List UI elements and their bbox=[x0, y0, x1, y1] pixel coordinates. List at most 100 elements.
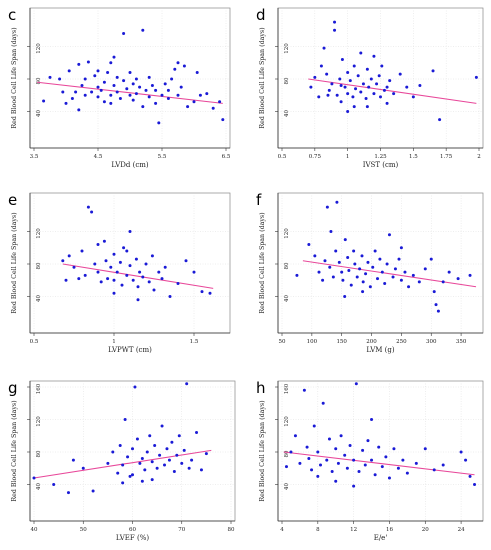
data-point bbox=[355, 275, 359, 279]
data-point bbox=[327, 437, 331, 441]
data-point bbox=[123, 418, 127, 421]
y-axis-title: Red Blood Cell Life Span (days) bbox=[11, 212, 18, 313]
x-tick-label: 80 bbox=[228, 527, 235, 533]
data-point bbox=[150, 84, 154, 87]
data-point bbox=[128, 93, 132, 97]
x-tick-label: 60 bbox=[129, 527, 136, 533]
data-point bbox=[155, 466, 159, 470]
data-point bbox=[182, 448, 186, 452]
data-point bbox=[343, 85, 347, 89]
data-point bbox=[284, 465, 288, 469]
data-point bbox=[349, 283, 353, 287]
data-point bbox=[352, 458, 356, 462]
data-point bbox=[72, 265, 76, 269]
data-point bbox=[172, 470, 176, 473]
data-point bbox=[359, 51, 363, 55]
data-point bbox=[387, 233, 391, 237]
data-point bbox=[334, 447, 338, 451]
data-point bbox=[414, 461, 418, 465]
data-point bbox=[333, 28, 337, 32]
y-axis-title: Red Blood Cell Life Span (days) bbox=[259, 212, 266, 313]
trend-line bbox=[37, 81, 223, 104]
trend-line bbox=[283, 451, 475, 476]
data-point bbox=[128, 230, 132, 233]
x-axis-title: LVPWT (cm) bbox=[108, 346, 152, 354]
y-tick-label: 160 bbox=[36, 383, 42, 394]
data-point bbox=[115, 75, 119, 79]
data-point bbox=[111, 450, 115, 454]
y-tick-label: 120 bbox=[36, 416, 42, 427]
data-point bbox=[163, 265, 167, 269]
data-point bbox=[61, 259, 65, 263]
data-point bbox=[354, 87, 358, 91]
x-tick-label: 20 bbox=[422, 527, 429, 533]
data-point bbox=[141, 28, 145, 32]
data-point bbox=[293, 434, 297, 438]
data-point bbox=[179, 85, 183, 89]
data-point bbox=[327, 88, 331, 92]
data-point bbox=[58, 77, 62, 81]
data-point bbox=[343, 238, 347, 242]
data-point bbox=[473, 483, 477, 486]
x-tick-label: 200 bbox=[366, 339, 377, 345]
data-point bbox=[93, 262, 97, 266]
panel-h: 4 8 12 16 20 24 40 80 120 160 h Red Blood Cell Life… bbox=[256, 379, 484, 542]
data-point bbox=[375, 82, 379, 86]
data-point bbox=[99, 280, 103, 284]
data-point bbox=[104, 259, 108, 263]
x-tick-label: 1.25 bbox=[374, 154, 387, 160]
data-point bbox=[77, 277, 81, 281]
data-point bbox=[369, 77, 373, 81]
data-point bbox=[346, 71, 350, 74]
data-point bbox=[366, 439, 370, 443]
data-point bbox=[163, 463, 167, 467]
data-point bbox=[429, 257, 433, 261]
data-point bbox=[307, 457, 311, 460]
data-point bbox=[170, 77, 174, 81]
data-point bbox=[112, 84, 116, 87]
data-point bbox=[93, 74, 97, 78]
data-point bbox=[192, 270, 196, 274]
data-point bbox=[391, 275, 395, 279]
data-point bbox=[177, 434, 181, 438]
plot-frame bbox=[29, 192, 231, 334]
data-point bbox=[83, 77, 87, 81]
x-axis-title: LVDd (cm) bbox=[111, 161, 148, 169]
x-tick-label: 3.5 bbox=[30, 154, 39, 160]
data-point bbox=[128, 264, 132, 268]
data-point bbox=[319, 463, 323, 467]
x-tick-label: 250 bbox=[396, 339, 407, 345]
data-point bbox=[134, 77, 138, 81]
trend-line bbox=[302, 260, 477, 288]
data-point bbox=[125, 87, 129, 91]
data-point bbox=[143, 468, 147, 472]
x-tick-label: 0.5 bbox=[278, 154, 287, 160]
x-tick-label: 0.5 bbox=[30, 339, 39, 345]
panel-letter: c bbox=[8, 6, 16, 24]
data-point bbox=[160, 277, 164, 281]
data-point bbox=[195, 71, 199, 74]
data-point bbox=[211, 106, 215, 110]
data-point bbox=[138, 270, 142, 274]
data-point bbox=[313, 75, 317, 79]
data-point bbox=[371, 265, 375, 269]
data-point bbox=[376, 277, 380, 281]
x-tick-label: 4 bbox=[280, 527, 284, 533]
data-point bbox=[411, 95, 415, 99]
data-point bbox=[325, 458, 329, 462]
data-point bbox=[326, 93, 330, 97]
data-point bbox=[140, 457, 144, 460]
data-point bbox=[334, 249, 338, 253]
x-tick-label: 2 bbox=[477, 154, 481, 160]
data-point bbox=[352, 249, 356, 253]
y-tick-label: 120 bbox=[284, 416, 290, 427]
data-point bbox=[345, 466, 349, 470]
data-point bbox=[352, 484, 356, 488]
data-point bbox=[405, 85, 409, 89]
data-point bbox=[385, 101, 389, 105]
data-point bbox=[131, 473, 134, 477]
y-tick-label: 120 bbox=[36, 228, 42, 239]
data-point bbox=[86, 60, 90, 64]
data-point bbox=[66, 491, 70, 495]
x-tick-label: 16 bbox=[386, 527, 393, 533]
